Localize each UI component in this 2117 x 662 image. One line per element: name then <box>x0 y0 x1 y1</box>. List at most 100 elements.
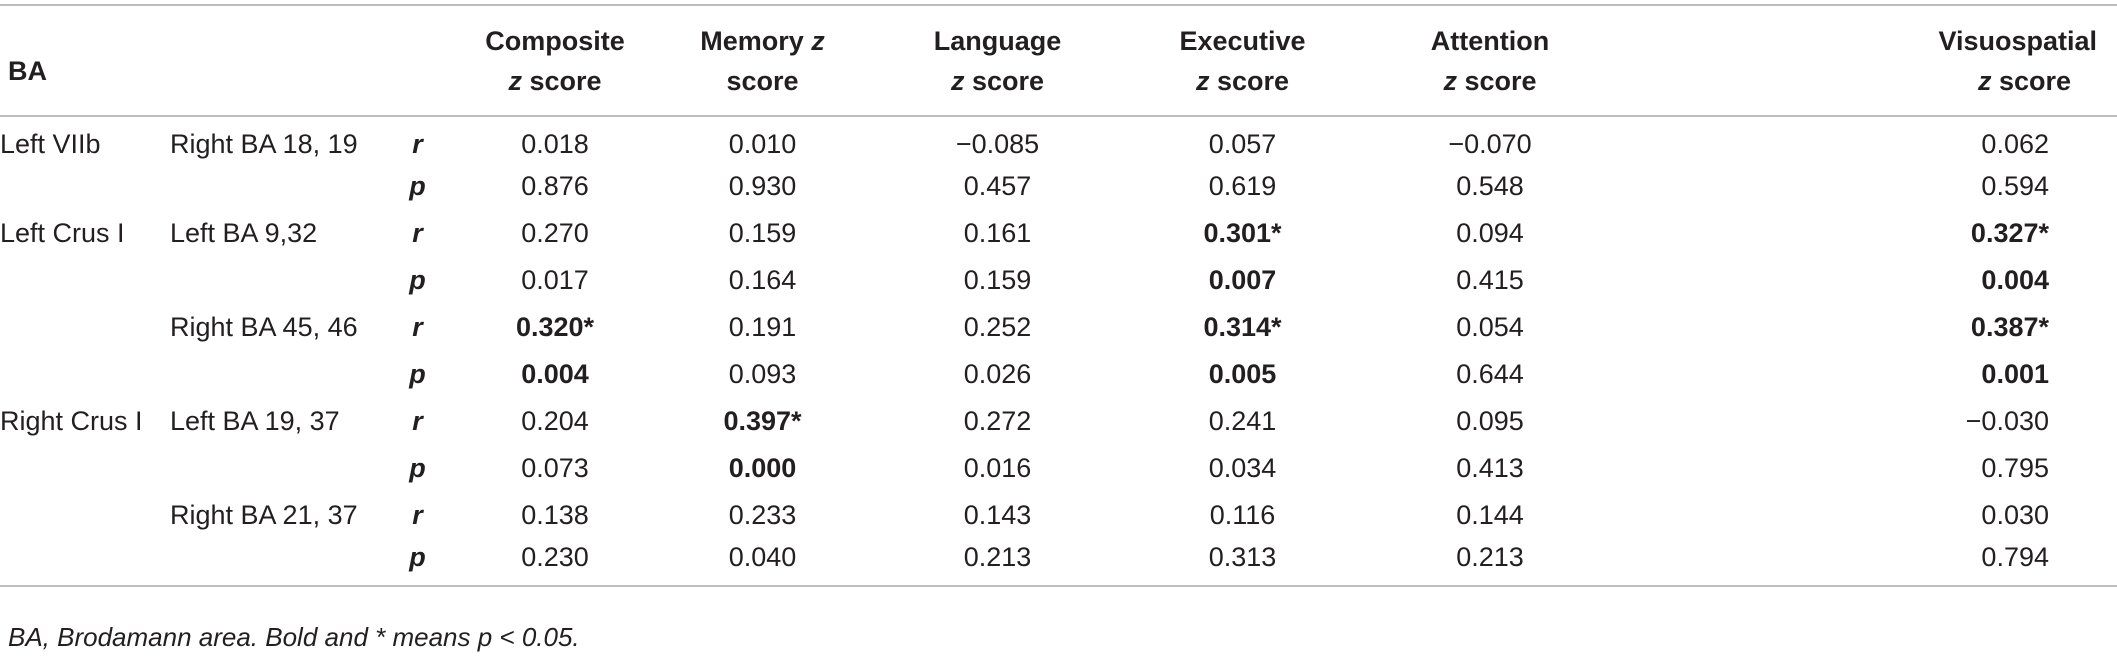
value-cell: 0.204 <box>521 406 589 436</box>
region-cell <box>0 257 170 304</box>
value-cell: 0.161 <box>963 218 1032 248</box>
stat-cell: r <box>412 406 423 436</box>
ba-cell <box>170 257 375 304</box>
header-row: BA Composite z score Memory z score Lang… <box>0 4 2117 117</box>
region-cell <box>0 539 170 587</box>
value-cell: 0.159 <box>963 265 1032 295</box>
value-cell: 0.241 <box>1208 406 1277 436</box>
table-row: p 0.004 0.093 0.026 0.005 0.644 0.001 <box>0 351 2117 398</box>
value-cell: 0.040 <box>650 539 875 587</box>
value-cell: 0.876 <box>521 171 589 201</box>
region-cell <box>0 492 170 539</box>
value-cell: 0.004 <box>1981 265 2049 295</box>
value-cell: 0.320* <box>515 312 595 342</box>
stat-cell: r <box>412 218 423 248</box>
value-cell: 0.159 <box>728 218 797 248</box>
table-footnote: BA, Brodamann area. Bold and * means p <… <box>8 622 580 652</box>
region-cell: Left Crus I <box>0 218 125 248</box>
value-cell: 0.016 <box>963 453 1032 483</box>
value-cell: −0.030 <box>1965 406 2049 436</box>
value-cell: 0.143 <box>963 500 1032 530</box>
value-cell: 0.314* <box>1203 312 1282 342</box>
table-row: Left VIIb Right BA 18, 19 r 0.018 0.010 −0.08… <box>0 116 2117 163</box>
header-attention: Attention z score <box>1365 4 1615 117</box>
stat-cell: p <box>409 359 426 389</box>
value-cell: 0.930 <box>728 171 797 201</box>
ba-cell <box>170 351 375 398</box>
value-cell: 0.387* <box>1970 312 2049 342</box>
value-cell: 0.457 <box>963 171 1032 201</box>
value-cell: 0.144 <box>1456 500 1524 530</box>
value-cell: 0.644 <box>1456 359 1524 389</box>
value-cell: 0.034 <box>1208 453 1277 483</box>
value-cell: 0.017 <box>521 265 589 295</box>
header-executive: Executive z score <box>1120 4 1365 117</box>
value-cell: 0.073 <box>521 453 589 483</box>
value-cell: 0.795 <box>1981 453 2049 483</box>
header-blank-2 <box>375 4 460 117</box>
stat-cell: r <box>412 500 423 530</box>
region-cell: Right Crus I <box>0 406 143 436</box>
region-cell: Left VIIb <box>0 128 101 159</box>
value-cell: 0.252 <box>963 312 1032 342</box>
value-cell: 0.057 <box>1208 128 1277 159</box>
value-cell: 0.026 <box>963 359 1032 389</box>
value-cell: 0.007 <box>1208 265 1277 295</box>
value-cell: 0.233 <box>728 500 797 530</box>
region-cell <box>0 351 170 398</box>
value-cell: 0.213 <box>1365 539 1615 587</box>
stat-cell: p <box>409 265 426 295</box>
ba-cell <box>170 163 375 210</box>
value-cell: 0.548 <box>1456 171 1524 201</box>
value-cell: 0.191 <box>728 312 797 342</box>
stat-cell: p <box>409 171 426 201</box>
value-cell: 0.062 <box>1981 128 2049 159</box>
ba-cell: Left BA 19, 37 <box>170 406 340 436</box>
table-row: p 0.876 0.930 0.457 0.619 0.548 0.594 <box>0 163 2117 210</box>
value-cell: 0.010 <box>728 128 797 159</box>
ba-cell: Right BA 45, 46 <box>170 312 358 342</box>
table-row: Left Crus I Left BA 9,32 r 0.270 0.159 0.161 0… <box>0 210 2117 257</box>
stat-cell: p <box>409 453 426 483</box>
value-cell: 0.004 <box>521 359 589 389</box>
value-cell: 0.230 <box>460 539 650 587</box>
table-row: p 0.230 0.040 0.213 0.313 0.213 0.794 <box>0 539 2117 587</box>
ba-cell: Right BA 18, 19 <box>170 128 358 159</box>
value-cell: 0.594 <box>1981 171 2049 201</box>
region-cell <box>0 163 170 210</box>
value-cell: 0.094 <box>1456 218 1524 248</box>
value-cell: 0.018 <box>521 128 589 159</box>
value-cell: −0.085 <box>955 128 1040 159</box>
header-visuospatial: Visuospatial z score <box>1615 4 2117 117</box>
value-cell: 0.116 <box>1209 500 1276 530</box>
header-blank-1 <box>170 4 375 117</box>
stat-cell: p <box>375 539 460 587</box>
value-cell: 0.794 <box>1615 539 2117 587</box>
value-cell: 0.619 <box>1208 171 1277 201</box>
header-ba: BA <box>0 4 170 117</box>
header-language: Language z score <box>875 4 1120 117</box>
value-cell: 0.313 <box>1120 539 1365 587</box>
region-cell <box>0 445 170 492</box>
value-cell: 0.213 <box>875 539 1120 587</box>
table-row: Right BA 21, 37 r 0.138 0.233 0.143 0.116 0.14… <box>0 492 2117 539</box>
value-cell: 0.030 <box>1981 500 2049 530</box>
value-cell: 0.005 <box>1208 359 1277 389</box>
value-cell: 0.054 <box>1456 312 1524 342</box>
ba-cell <box>170 445 375 492</box>
table-row: p 0.073 0.000 0.016 0.034 0.413 0.795 <box>0 445 2117 492</box>
value-cell: 0.093 <box>728 359 797 389</box>
value-cell: −0.070 <box>1448 128 1532 159</box>
correlation-table: BA Composite z score Memory z score Lang… <box>0 4 2117 587</box>
table-row: p 0.017 0.164 0.159 0.007 0.415 0.004 <box>0 257 2117 304</box>
value-cell: 0.095 <box>1456 406 1524 436</box>
ba-cell: Left BA 9,32 <box>170 218 318 248</box>
value-cell: 0.000 <box>728 453 797 483</box>
stat-cell: r <box>412 128 423 159</box>
value-cell: 0.301* <box>1203 218 1282 248</box>
value-cell: 0.415 <box>1456 265 1524 295</box>
value-cell: 0.001 <box>1981 359 2049 389</box>
header-composite: Composite z score <box>460 4 650 117</box>
stat-cell: r <box>412 312 423 342</box>
